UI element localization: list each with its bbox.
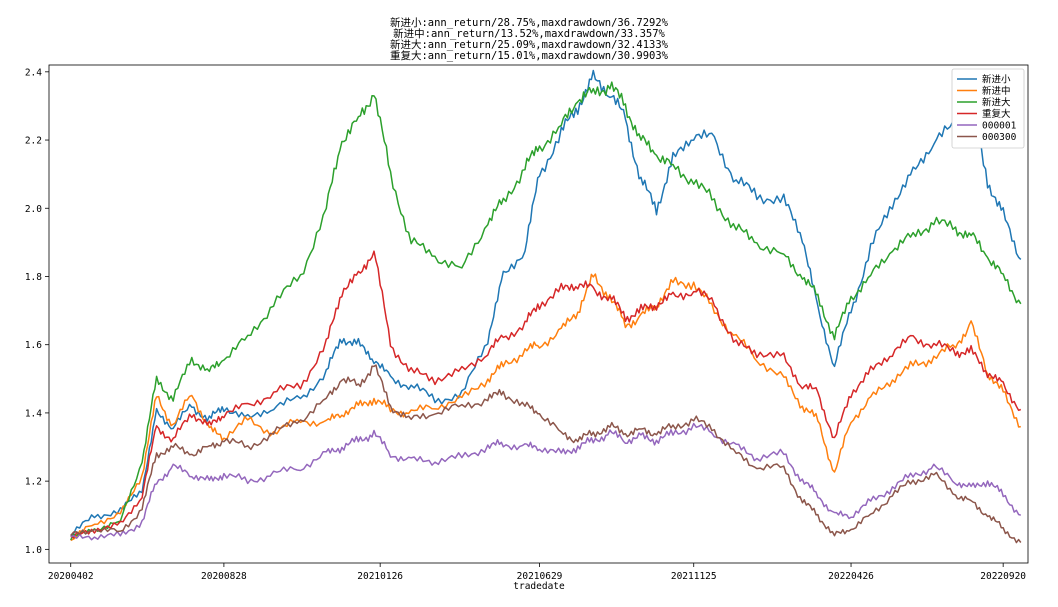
legend-label: 新进小 <box>982 74 1011 86</box>
y-tick-label: 2.4 <box>25 67 42 78</box>
y-tick-label: 1.4 <box>25 408 42 419</box>
legend-label: 000300 <box>982 132 1017 143</box>
legend-box <box>951 68 1025 149</box>
x-tick-label: 20211125 <box>671 571 717 582</box>
series-line-5 <box>70 422 1022 541</box>
y-tick-label: 2.0 <box>25 204 42 215</box>
series-layer <box>70 69 1022 544</box>
legend-label: 新进大 <box>982 97 1011 109</box>
y-tick-label: 1.0 <box>25 545 42 556</box>
y-tick-label: 1.6 <box>25 340 42 351</box>
title-line-2: 新进中:ann_return/13.52%,maxdrawdown/33.357… <box>393 28 665 40</box>
x-tick-label: 20210126 <box>357 571 403 582</box>
series-line-3 <box>70 81 1022 541</box>
title-line-4: 重复大:ann_return/15.01%,maxdrawdown/30.990… <box>389 50 669 62</box>
series-line-1 <box>70 69 1022 537</box>
title-line-3: 新进大:ann_return/25.09%,maxdrawdown/32.413… <box>389 39 669 51</box>
series-line-6 <box>70 364 1022 544</box>
x-tick-label: 20210629 <box>517 571 563 582</box>
series-line-4 <box>70 250 1022 539</box>
legend-label: 000001 <box>982 121 1017 132</box>
x-tick-label: 20220920 <box>980 571 1026 582</box>
x-tick-label: 20200828 <box>201 571 247 582</box>
chart-title: 新进小:ann_return/28.75%,maxdrawdown/36.729… <box>0 18 1058 62</box>
legend-label: 重复大 <box>982 108 1011 120</box>
legend-label: 新进中 <box>982 85 1011 97</box>
title-line-1: 新进小:ann_return/28.75%,maxdrawdown/36.729… <box>389 17 669 29</box>
y-tick-label: 2.2 <box>25 136 42 147</box>
x-tick-label: 20220426 <box>828 571 874 582</box>
y-tick-label: 1.2 <box>25 477 42 488</box>
x-axis: 20200402 20200828 20210126 20210629 20211125… <box>48 563 1026 582</box>
plot-frame <box>48 64 1029 564</box>
x-axis-label: tradedate <box>513 581 565 592</box>
x-tick-label: 20200402 <box>48 571 94 582</box>
series-line-2 <box>70 273 1021 542</box>
y-tick-label: 1.8 <box>25 272 42 283</box>
y-axis: 1.0 1.2 1.4 1.6 1.8 2.0 2.2 2.4 <box>25 67 49 556</box>
